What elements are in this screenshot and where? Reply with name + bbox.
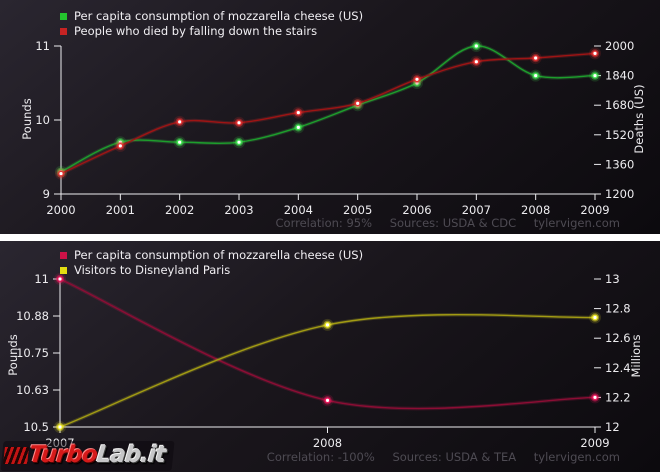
logo-text-lab: Lab.it xyxy=(95,442,167,468)
data-point-center xyxy=(178,120,182,124)
series-line-glow xyxy=(59,312,596,429)
data-point-center xyxy=(415,81,419,85)
x-tick-label: 2004 xyxy=(284,203,313,217)
legend-swatch-yellow xyxy=(60,267,67,274)
right-tick-label: 12.2 xyxy=(605,390,631,404)
panel-divider xyxy=(0,234,660,241)
data-point-center xyxy=(59,172,63,176)
data-point-center xyxy=(237,140,241,144)
left-tick-label: 10.5 xyxy=(23,420,49,434)
right-tick-label: 12.6 xyxy=(605,331,631,345)
top-chart-panel: 9 10 11 1200 1360 1520 1680 1840 2000 2000 2001 200… xyxy=(0,0,660,234)
right-axis-title: Deaths (US) xyxy=(632,84,646,154)
right-tick-label: 13 xyxy=(605,272,620,286)
legend-swatch-red xyxy=(60,28,67,35)
series-line xyxy=(60,52,596,175)
data-point-center xyxy=(356,101,360,105)
left-tick-label: 9 xyxy=(43,187,50,201)
legend-label: Visitors to Disneyland Paris xyxy=(74,263,231,277)
x-tick-label: 2009 xyxy=(580,203,609,217)
data-point-center xyxy=(593,315,597,320)
right-tick-label: 12.4 xyxy=(605,361,631,375)
series-line xyxy=(59,314,596,428)
left-axis-title: Pounds xyxy=(20,98,34,140)
legend-label: Per capita consumption of mozzarella che… xyxy=(74,9,364,23)
data-point-center xyxy=(58,425,62,429)
x-tick-label: 2001 xyxy=(106,203,135,217)
data-point-center xyxy=(118,144,122,148)
chart-footer: Correlation: 95% Sources: USDA & CDC tyl… xyxy=(276,216,620,230)
right-axis-title: Millions xyxy=(629,334,643,378)
x-tick-label: 2003 xyxy=(224,203,253,217)
chart-footer: Correlation: -100% Sources: USDA & TEA t… xyxy=(267,450,620,464)
logo-text-turbo: Turbo xyxy=(27,442,99,468)
right-tick-label: 1680 xyxy=(605,98,634,112)
legend-label: Per capita consumption of mozzarella che… xyxy=(74,248,364,262)
correlation-text: Correlation: 95% xyxy=(275,216,373,230)
sources-text: Sources: USDA & TEA xyxy=(392,450,517,464)
data-point-center xyxy=(534,56,538,60)
data-point-center xyxy=(474,44,478,48)
data-point-center xyxy=(534,74,538,78)
x-tick-label: 2005 xyxy=(343,203,372,217)
right-tick-label: 1200 xyxy=(605,187,634,201)
x-tick-label: 2008 xyxy=(313,436,342,450)
bottom-chart-panel: 10.5 10.63 10.75 10.88 11 12 12.2 12.4 12.6 12.8 1… xyxy=(0,241,660,472)
data-point-center xyxy=(58,277,62,281)
site-text: tylervigen.com xyxy=(533,216,620,230)
data-point-center xyxy=(296,111,300,115)
x-tick-label: 2006 xyxy=(402,203,431,217)
legend-item: People who died by falling down the stai… xyxy=(60,24,363,39)
x-tick-label: 2002 xyxy=(165,203,194,217)
series-line xyxy=(59,278,596,410)
legend-swatch-crimson xyxy=(60,252,67,259)
legend: Per capita consumption of mozzarella che… xyxy=(60,248,363,278)
mozzarella-stairs-chart: 9 10 11 1200 1360 1520 1680 1840 2000 2000 2001 200… xyxy=(35,39,634,217)
data-point-center xyxy=(325,398,330,402)
data-point-center xyxy=(178,140,182,144)
left-tick-label: 10 xyxy=(35,113,50,127)
left-tick-label: 10.75 xyxy=(16,346,49,360)
right-tick-label: 1520 xyxy=(605,128,634,142)
x-tick-label: 2000 xyxy=(46,203,75,217)
right-tick-label: 1840 xyxy=(605,69,634,83)
data-point-center xyxy=(474,60,478,64)
data-point-center xyxy=(118,140,122,144)
legend-label: People who died by falling down the stai… xyxy=(74,24,318,38)
data-point-center xyxy=(593,395,597,399)
left-tick-label: 10.88 xyxy=(16,309,49,323)
x-tick-label: 2007 xyxy=(45,436,74,450)
correlation-text: Correlation: -100% xyxy=(266,450,375,464)
data-point-center xyxy=(325,323,330,327)
legend-swatch-green xyxy=(60,13,67,20)
data-point-center xyxy=(593,74,597,78)
right-tick-label: 12.8 xyxy=(605,302,631,316)
x-tick-label: 2007 xyxy=(462,203,491,217)
right-tick-label: 2000 xyxy=(605,39,634,53)
series-line-glow xyxy=(60,51,596,176)
sources-text: Sources: USDA & CDC xyxy=(389,216,517,230)
left-tick-label: 10.63 xyxy=(16,383,49,397)
turbolab-watermark: Turbo Lab.it xyxy=(0,441,175,471)
site-text: tylervigen.com xyxy=(533,450,620,464)
left-tick-label: 11 xyxy=(34,272,49,286)
left-tick-label: 11 xyxy=(35,39,50,53)
mozzarella-disneyland-chart: 10.5 10.63 10.75 10.88 11 12 12.2 12.4 12.6 12.8 1… xyxy=(16,272,631,450)
right-tick-label: 1360 xyxy=(605,157,634,171)
legend-item: Visitors to Disneyland Paris xyxy=(60,263,363,278)
data-point-center xyxy=(415,77,419,81)
right-tick-label: 12 xyxy=(605,420,620,434)
series-line-glow xyxy=(59,277,596,411)
x-tick-label: 2009 xyxy=(580,436,609,450)
legend-item: Per capita consumption of mozzarella che… xyxy=(60,9,363,24)
left-axis-title: Pounds xyxy=(6,334,20,376)
legend: Per capita consumption of mozzarella che… xyxy=(60,9,363,39)
legend-item: Per capita consumption of mozzarella che… xyxy=(60,248,363,263)
x-tick-label: 2008 xyxy=(521,203,550,217)
logo-stripes-icon xyxy=(3,446,29,464)
data-point-center xyxy=(593,51,597,56)
data-point-center xyxy=(237,121,241,125)
data-point-center xyxy=(296,125,300,129)
